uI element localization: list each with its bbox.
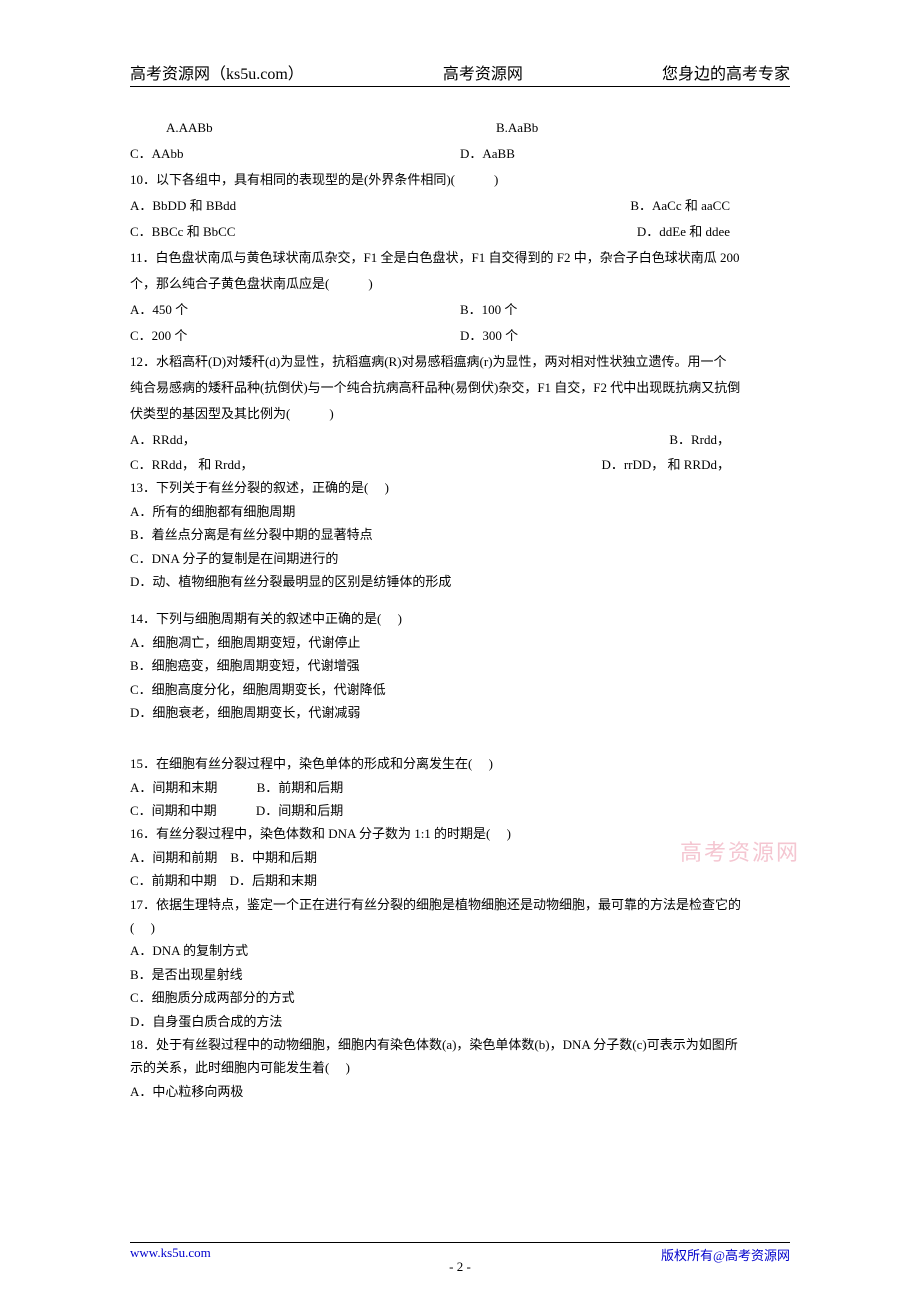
footer-left: www.ks5u.com <box>130 1245 211 1264</box>
q10-option-b: B．AaCc 和 aaCC <box>630 193 790 219</box>
q18-stem-line2: 示的关系，此时细胞内可能发生着( ) <box>130 1056 790 1079</box>
q9-option-c: C．AAbb <box>130 141 460 167</box>
q13-option-c: C．DNA 分子的复制是在间期进行的 <box>130 547 790 570</box>
q15-option-a: A．间期和末期 <box>130 776 217 799</box>
q16-options-cd: C．前期和中期 D．后期和末期 <box>130 869 790 892</box>
header-center: 高考资源网 <box>443 60 523 84</box>
q10-option-a: A．BbDD 和 BBdd <box>130 193 460 219</box>
page-footer: www.ks5u.com - 2 - 版权所有@高考资源网 <box>130 1242 790 1264</box>
q17-option-c: C．细胞质分成两部分的方式 <box>130 986 790 1009</box>
q11-option-a: A．450 个 <box>130 297 460 323</box>
q17-option-a: A．DNA 的复制方式 <box>130 939 790 962</box>
q11-option-c: C．200 个 <box>130 323 460 349</box>
q13-option-a: A．所有的细胞都有细胞周期 <box>130 500 790 523</box>
q12-option-d: D．rrDD， 和 RRDd， <box>601 453 790 476</box>
q14-option-b: B．细胞癌变，细胞周期变短，代谢增强 <box>130 654 790 677</box>
q12-stem-line3: 伏类型的基因型及其比例为( ) <box>130 401 790 427</box>
q12-option-c: C．RRdd， 和 Rrdd， <box>130 453 460 476</box>
page-header: 高考资源网（ks5u.com） 高考资源网 您身边的高考专家 <box>130 60 790 87</box>
q9-option-a: A.AABb <box>130 115 496 141</box>
q18-stem-line1: 18．处于有丝裂过程中的动物细胞，细胞内有染色体数(a)，染色单体数(b)，DN… <box>130 1033 790 1056</box>
q11-option-b: B．100 个 <box>460 297 517 323</box>
q18-option-a: A．中心粒移向两极 <box>130 1080 790 1103</box>
header-right: 您身边的高考专家 <box>662 60 790 84</box>
footer-page-number: - 2 - <box>449 1259 471 1275</box>
q12-stem-line2: 纯合易感病的矮秆品种(抗倒伏)与一个纯合抗病高秆品种(易倒伏)杂交，F1 自交，… <box>130 375 790 401</box>
q10-option-c: C．BBCc 和 BbCC <box>130 219 460 245</box>
q13-option-d: D．动、植物细胞有丝分裂最明显的区别是纺锤体的形成 <box>130 570 790 593</box>
q11-stem-line1: 11．白色盘状南瓜与黄色球状南瓜杂交，F1 全是白色盘状，F1 自交得到的 F2… <box>130 245 790 271</box>
document-body: A.AABb B.AaBb C．AAbb D．AaBB 10．以下各组中，具有相… <box>130 115 790 1103</box>
q12-option-a: A．RRdd， <box>130 427 460 453</box>
header-left: 高考资源网（ks5u.com） <box>130 60 304 84</box>
q14-option-d: D．细胞衰老，细胞周期变长，代谢减弱 <box>130 701 790 724</box>
q15-option-d: D．间期和后期 <box>256 799 343 822</box>
q13-stem: 13．下列关于有丝分裂的叙述，正确的是( ) <box>130 476 790 499</box>
q11-option-d: D．300 个 <box>460 323 518 349</box>
q13-option-b: B．着丝点分离是有丝分裂中期的显著特点 <box>130 523 790 546</box>
q14-option-c: C．细胞高度分化，细胞周期变长，代谢降低 <box>130 678 790 701</box>
q16-stem: 16．有丝分裂过程中，染色体数和 DNA 分子数为 1:1 的时期是( ) <box>130 822 790 845</box>
q14-option-a: A．细胞凋亡，细胞周期变短，代谢停止 <box>130 631 790 654</box>
q15-option-b: B．前期和后期 <box>257 776 344 799</box>
q11-stem-line2: 个，那么纯合子黄色盘状南瓜应是( ) <box>130 271 790 297</box>
q14-stem: 14．下列与细胞周期有关的叙述中正确的是( ) <box>130 607 790 630</box>
q17-option-b: B．是否出现星射线 <box>130 963 790 986</box>
q9-option-b: B.AaBb <box>496 115 538 141</box>
q17-stem-line2: ( ) <box>130 916 790 939</box>
q10-option-d: D．ddEe 和 ddee <box>637 219 790 245</box>
q16-options-ab: A．间期和前期 B．中期和后期 <box>130 846 790 869</box>
q17-option-d: D．自身蛋白质合成的方法 <box>130 1010 790 1033</box>
q10-stem: 10．以下各组中，具有相同的表现型的是(外界条件相同)( ) <box>130 167 790 193</box>
q9-option-d: D．AaBB <box>460 141 515 167</box>
q15-stem: 15．在细胞有丝分裂过程中，染色单体的形成和分离发生在( ) <box>130 752 790 775</box>
q12-stem-line1: 12．水稻高秆(D)对矮秆(d)为显性，抗稻瘟病(R)对易感稻瘟病(r)为显性，… <box>130 349 790 375</box>
footer-right: 版权所有@高考资源网 <box>661 1245 790 1264</box>
q17-stem-line1: 17．依据生理特点，鉴定一个正在进行有丝分裂的细胞是植物细胞还是动物细胞，最可靠… <box>130 893 790 916</box>
q15-option-c: C．间期和中期 <box>130 799 217 822</box>
q12-option-b: B．Rrdd， <box>669 427 790 453</box>
